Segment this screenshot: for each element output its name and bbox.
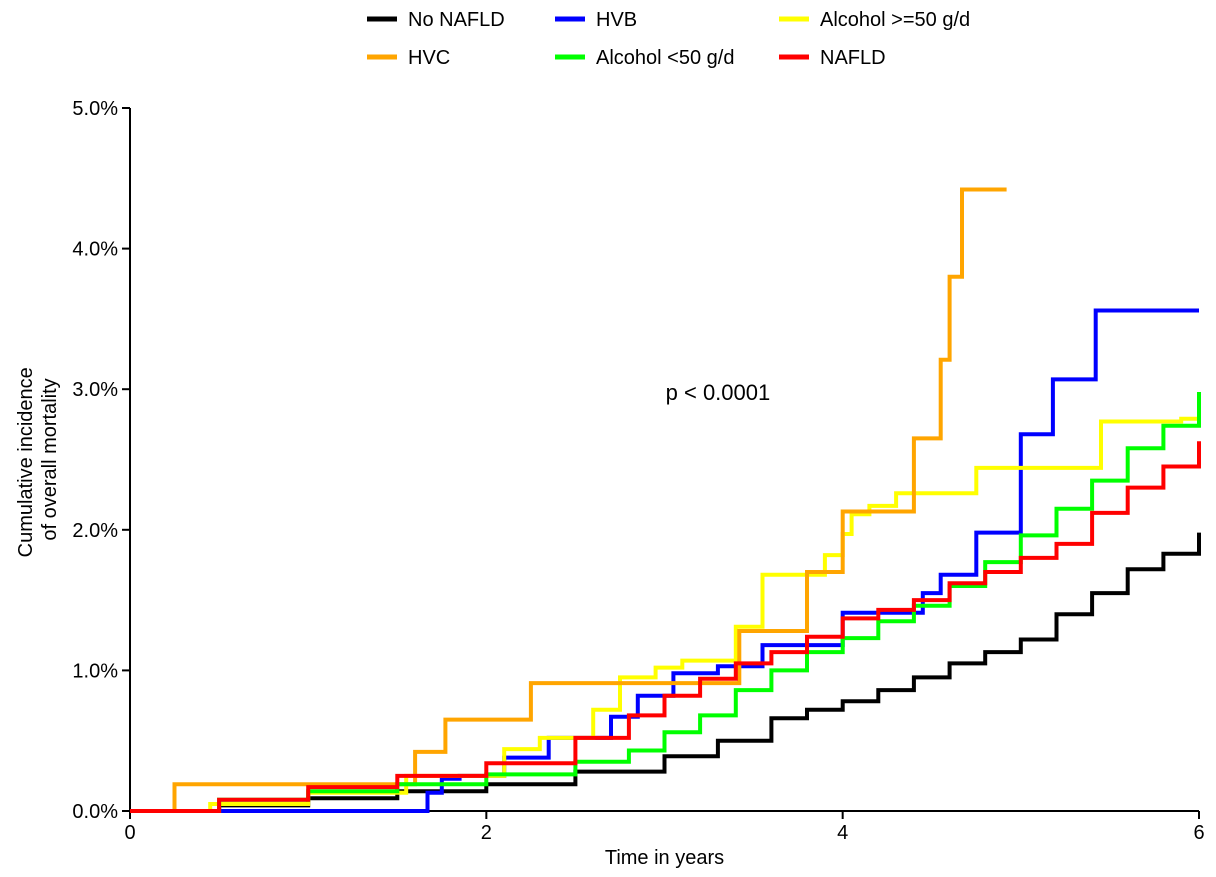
- series-lines: [130, 187, 1201, 813]
- y-tick-label: 5.0%: [72, 98, 118, 120]
- legend-item-no-nafld: No NAFLD: [367, 9, 505, 31]
- legend-item-nafld: NAFLD: [779, 47, 886, 69]
- x-tick-label: 4: [837, 822, 848, 844]
- y-ticks: 0.0% 1.0% 2.0% 3.0% 4.0% 5.0%: [72, 98, 130, 823]
- legend-item-hvb: HVB: [555, 9, 637, 31]
- legend-item-alcohol-50-g-d: Alcohol <50 g/d: [555, 47, 734, 69]
- y-tick-label: 2.0%: [72, 520, 118, 542]
- axes: 0.0% 1.0% 2.0% 3.0% 4.0% 5.0% 0 2 4 6: [72, 98, 1204, 844]
- x-tick-label: 0: [124, 822, 135, 844]
- y-tick-label: 0.0%: [72, 801, 118, 823]
- y-axis-label-line-1: Cumulative incidence: [15, 367, 37, 557]
- legend-label: Alcohol <50 g/d: [596, 47, 734, 69]
- y-tick-label: 4.0%: [72, 239, 118, 261]
- legend: No NAFLD HVB Alcohol >=50 g/d HVC Alcohol <5…: [367, 9, 970, 69]
- series-line-alcohol-50-g-d: [130, 392, 1201, 813]
- x-ticks: 0 2 4 6: [124, 811, 1205, 844]
- y-tick-label: 1.0%: [72, 660, 118, 682]
- x-tick-label: 2: [481, 822, 492, 844]
- series-line-no-nafld: [130, 532, 1201, 813]
- series-line-hvc: [130, 187, 1007, 813]
- legend-label: No NAFLD: [408, 9, 505, 31]
- legend-label: HVB: [596, 9, 637, 31]
- series-line-nafld: [130, 441, 1201, 813]
- x-axis-label: Time in years: [605, 847, 724, 869]
- x-tick-label: 6: [1193, 822, 1204, 844]
- y-tick-label: 3.0%: [72, 379, 118, 401]
- legend-item-alcohol-50-g-d: Alcohol >=50 g/d: [779, 9, 970, 31]
- p-value-annotation: p < 0.0001: [666, 380, 771, 405]
- legend-label: Alcohol >=50 g/d: [820, 9, 970, 31]
- legend-label: NAFLD: [820, 47, 886, 69]
- y-axis-label: Cumulative incidence of overall mortalit…: [15, 362, 61, 558]
- legend-label: HVC: [408, 47, 450, 69]
- y-axis-label-line-2: of overall mortality: [39, 378, 61, 540]
- legend-item-hvc: HVC: [367, 47, 450, 69]
